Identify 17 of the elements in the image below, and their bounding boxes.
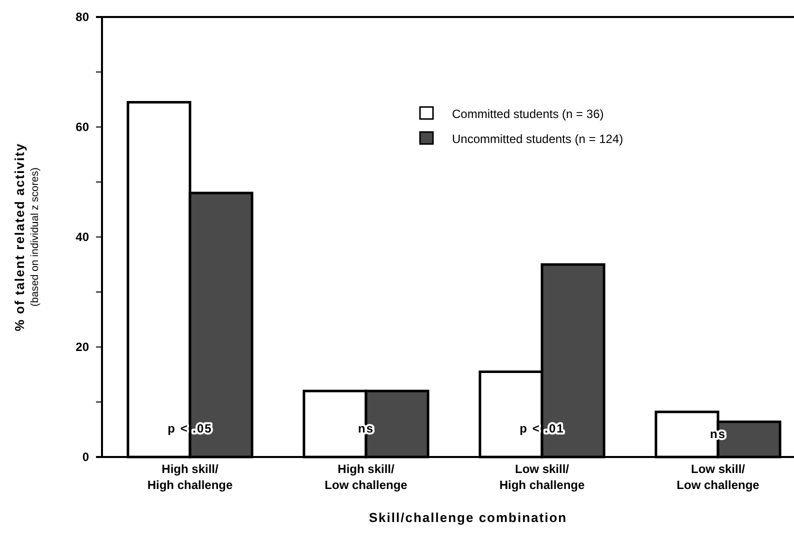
annotation: ns <box>358 422 374 436</box>
y-tick-label: 0 <box>82 450 90 464</box>
annotation: p < .01 <box>520 422 564 436</box>
x-tick-label: High skill/ High challenge <box>147 462 233 492</box>
y-tick-label: 40 <box>76 230 90 244</box>
y-tick-label: 20 <box>76 340 90 354</box>
annotation: ns <box>710 427 726 442</box>
annotation: p < .05 <box>168 422 212 436</box>
x-tick-label: Low skill/ High challenge <box>499 462 585 492</box>
y-axis-title: % of talent related activity (based on individual z scores) <box>12 142 41 332</box>
y-tick-label: 60 <box>76 120 90 134</box>
x-axis-title: Skill/challenge combination <box>368 510 568 525</box>
y-tick-label: 80 <box>76 10 90 24</box>
legend-label: Committed students (n = 36) <box>452 107 604 121</box>
x-tick-label: Low skill/ Low challenge <box>676 462 760 492</box>
x-tick-label: High skill/ Low challenge <box>324 462 408 492</box>
legend-label: Uncommitted students (n = 124) <box>452 132 624 146</box>
